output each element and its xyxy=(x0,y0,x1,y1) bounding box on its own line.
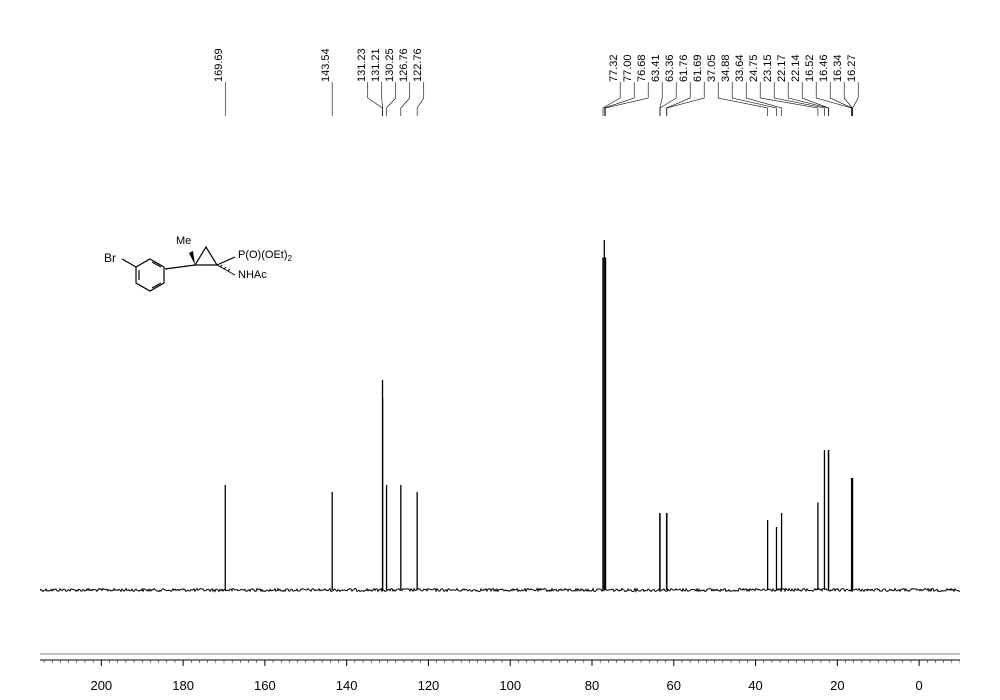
axis-tick-label: 80 xyxy=(585,678,599,693)
axis-tick-label: 180 xyxy=(172,678,194,693)
peak-leader xyxy=(417,82,424,116)
peak-label: 16.34 xyxy=(832,54,844,82)
peak-leader xyxy=(667,82,691,116)
peak-label: 16.52 xyxy=(804,54,816,82)
me-label: Me xyxy=(176,235,191,247)
peak-leader xyxy=(401,82,410,116)
peak-label: 76.68 xyxy=(636,54,648,82)
peak-label: 33.64 xyxy=(734,54,746,82)
peak-label: 61.69 xyxy=(692,54,704,82)
peak-label: 34.88 xyxy=(720,54,732,82)
peak-label: 130.25 xyxy=(384,48,396,82)
peak-label: 131.23 xyxy=(356,48,368,82)
axis-tick-label: 160 xyxy=(254,678,276,693)
peak-leader xyxy=(667,82,704,116)
peak-label: 16.46 xyxy=(818,54,830,82)
axis-tick-label: 60 xyxy=(667,678,681,693)
molecule-structure: Br Me P(O)(OEt)2 NHAc xyxy=(100,220,320,320)
peak-label: 77.00 xyxy=(622,54,634,82)
br-label: Br xyxy=(104,251,116,265)
peak-label: 22.14 xyxy=(790,54,802,82)
peak-label: 122.76 xyxy=(412,48,424,82)
peak-leader xyxy=(368,82,383,116)
peak-leader xyxy=(853,82,859,116)
peak-label: 169.69 xyxy=(213,48,225,82)
peak-label: 23.15 xyxy=(762,54,774,82)
peak-label: 16.27 xyxy=(846,54,858,82)
axis-tick-label: 140 xyxy=(336,678,358,693)
peak-label: 24.75 xyxy=(748,54,760,82)
peak-leader xyxy=(788,82,828,116)
peak-label: 37.05 xyxy=(706,54,718,82)
peak-label: 22.17 xyxy=(776,54,788,82)
peak-leader xyxy=(844,82,852,116)
peak-label: 61.76 xyxy=(678,54,690,82)
peak-leader xyxy=(382,82,383,116)
axis-tick-label: 200 xyxy=(90,678,112,693)
axis-tick-label: 20 xyxy=(830,678,844,693)
peak-leader xyxy=(604,82,634,116)
peak-label: 126.76 xyxy=(398,48,410,82)
nmr-spectrum-plot: Br Me P(O)(OEt)2 NHAc xyxy=(40,10,960,650)
poe-label: P(O)(OEt)2 xyxy=(238,249,293,263)
axis-tick-label: 120 xyxy=(418,678,440,693)
peak-label: 63.41 xyxy=(650,54,662,82)
peak-label: 143.54 xyxy=(320,48,332,82)
peak-leader xyxy=(606,82,649,116)
peak-leader xyxy=(816,82,851,116)
peak-label: 77.32 xyxy=(608,54,620,82)
peak-label: 131.21 xyxy=(370,48,382,82)
peak-label: 63.36 xyxy=(664,54,676,82)
baseline-noise xyxy=(40,589,960,592)
peak-leader xyxy=(760,82,818,116)
axis-tick-label: 40 xyxy=(748,678,762,693)
peak-leader xyxy=(732,82,776,116)
spectrum-svg xyxy=(40,10,960,690)
axis-tick-label: 100 xyxy=(499,678,521,693)
axis-tick-label: 0 xyxy=(915,678,922,693)
peak-leader xyxy=(387,82,396,116)
peak-leader xyxy=(830,82,852,116)
nhac-label: NHAc xyxy=(238,269,267,281)
